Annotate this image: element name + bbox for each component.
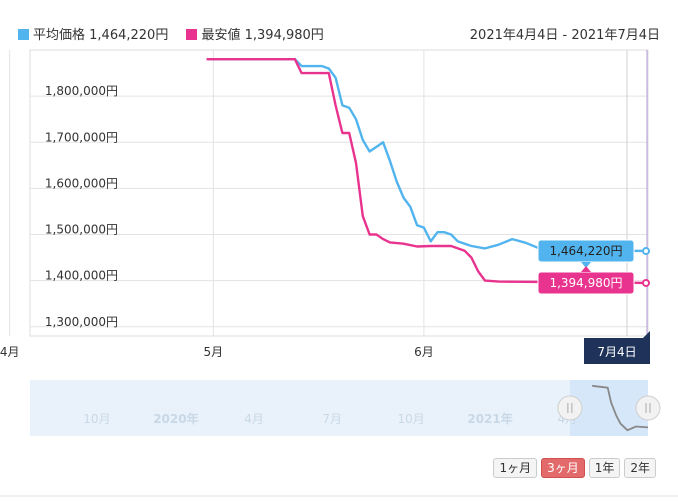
y-tick-label: 1,300,000円 [45,315,118,329]
legend-item-average[interactable]: 平均価格 1,464,220円 [18,28,168,43]
chart-legend: 平均価格 1,464,220円 最安値 1,394,980円 [18,24,338,43]
navigator-area [30,380,648,436]
tooltip-pointer [581,265,591,272]
series-line-average [206,58,649,253]
navigator-label: 2021年 [467,411,512,426]
cursor-date-label: 7月4日 [584,331,650,364]
legend-average-value: 1,464,220円 [89,28,169,43]
series-line-lowest [206,58,649,285]
handle-circle [557,395,583,421]
x-tick-label: 5月 [204,345,224,359]
cursor-label-box [584,338,650,364]
navigator-label: 2020年 [153,411,198,426]
tooltip-lowest: 1,394,980円 [537,265,635,295]
tooltip-average: 1,464,220円 [537,239,635,269]
handle-circle [635,395,661,421]
legend-average-label: 平均価格 [33,28,86,43]
date-range-label: 2021年4月4日 - 2021年7月4日 [469,28,660,43]
end-marker-lowest [642,278,650,287]
tooltip-value: 1,464,220円 [549,244,622,258]
navigator-handle-right[interactable] [635,395,661,421]
cursor-label-pointer [643,331,650,338]
end-marker-average [642,247,650,256]
legend-item-lowest[interactable]: 最安値 1,394,980円 [186,28,324,43]
x-tick-label: 4月 [0,345,19,359]
y-tick-label: 1,600,000円 [45,176,118,190]
range-button-2-years[interactable]: 2年 [624,458,656,478]
range-buttons: 1ヶ月 3ヶ月 1年 2年 [493,458,656,478]
navigator-label: 10月 [397,412,424,426]
navigator-label: 7月 [322,412,342,426]
legend-lowest-value: 1,394,980円 [244,28,324,43]
y-tick-label: 1,500,000円 [45,223,118,237]
range-button-3-months[interactable]: 3ヶ月 [541,458,585,478]
range-button-1-month[interactable]: 1ヶ月 [493,458,538,478]
tooltip-value: 1,394,980円 [549,276,622,290]
y-tick-label: 1,400,000円 [45,269,118,283]
navigator-line [592,384,649,432]
legend-swatch-average [18,29,29,40]
x-tick-label: 6月 [414,345,434,359]
navigator-label: 10月 [83,412,110,426]
legend-swatch-lowest [186,29,198,40]
navigator-label: 4月 [244,412,264,426]
navigator-handle-left[interactable] [557,395,583,421]
y-tick-label: 1,800,000円 [45,84,118,98]
legend-lowest-label: 最安値 [201,28,241,43]
tooltip-pointer [581,262,591,269]
cursor-label-text: 7月4日 [597,345,636,359]
y-tick-label: 1,700,000円 [45,130,118,144]
range-button-1-year[interactable]: 1年 [588,458,621,478]
